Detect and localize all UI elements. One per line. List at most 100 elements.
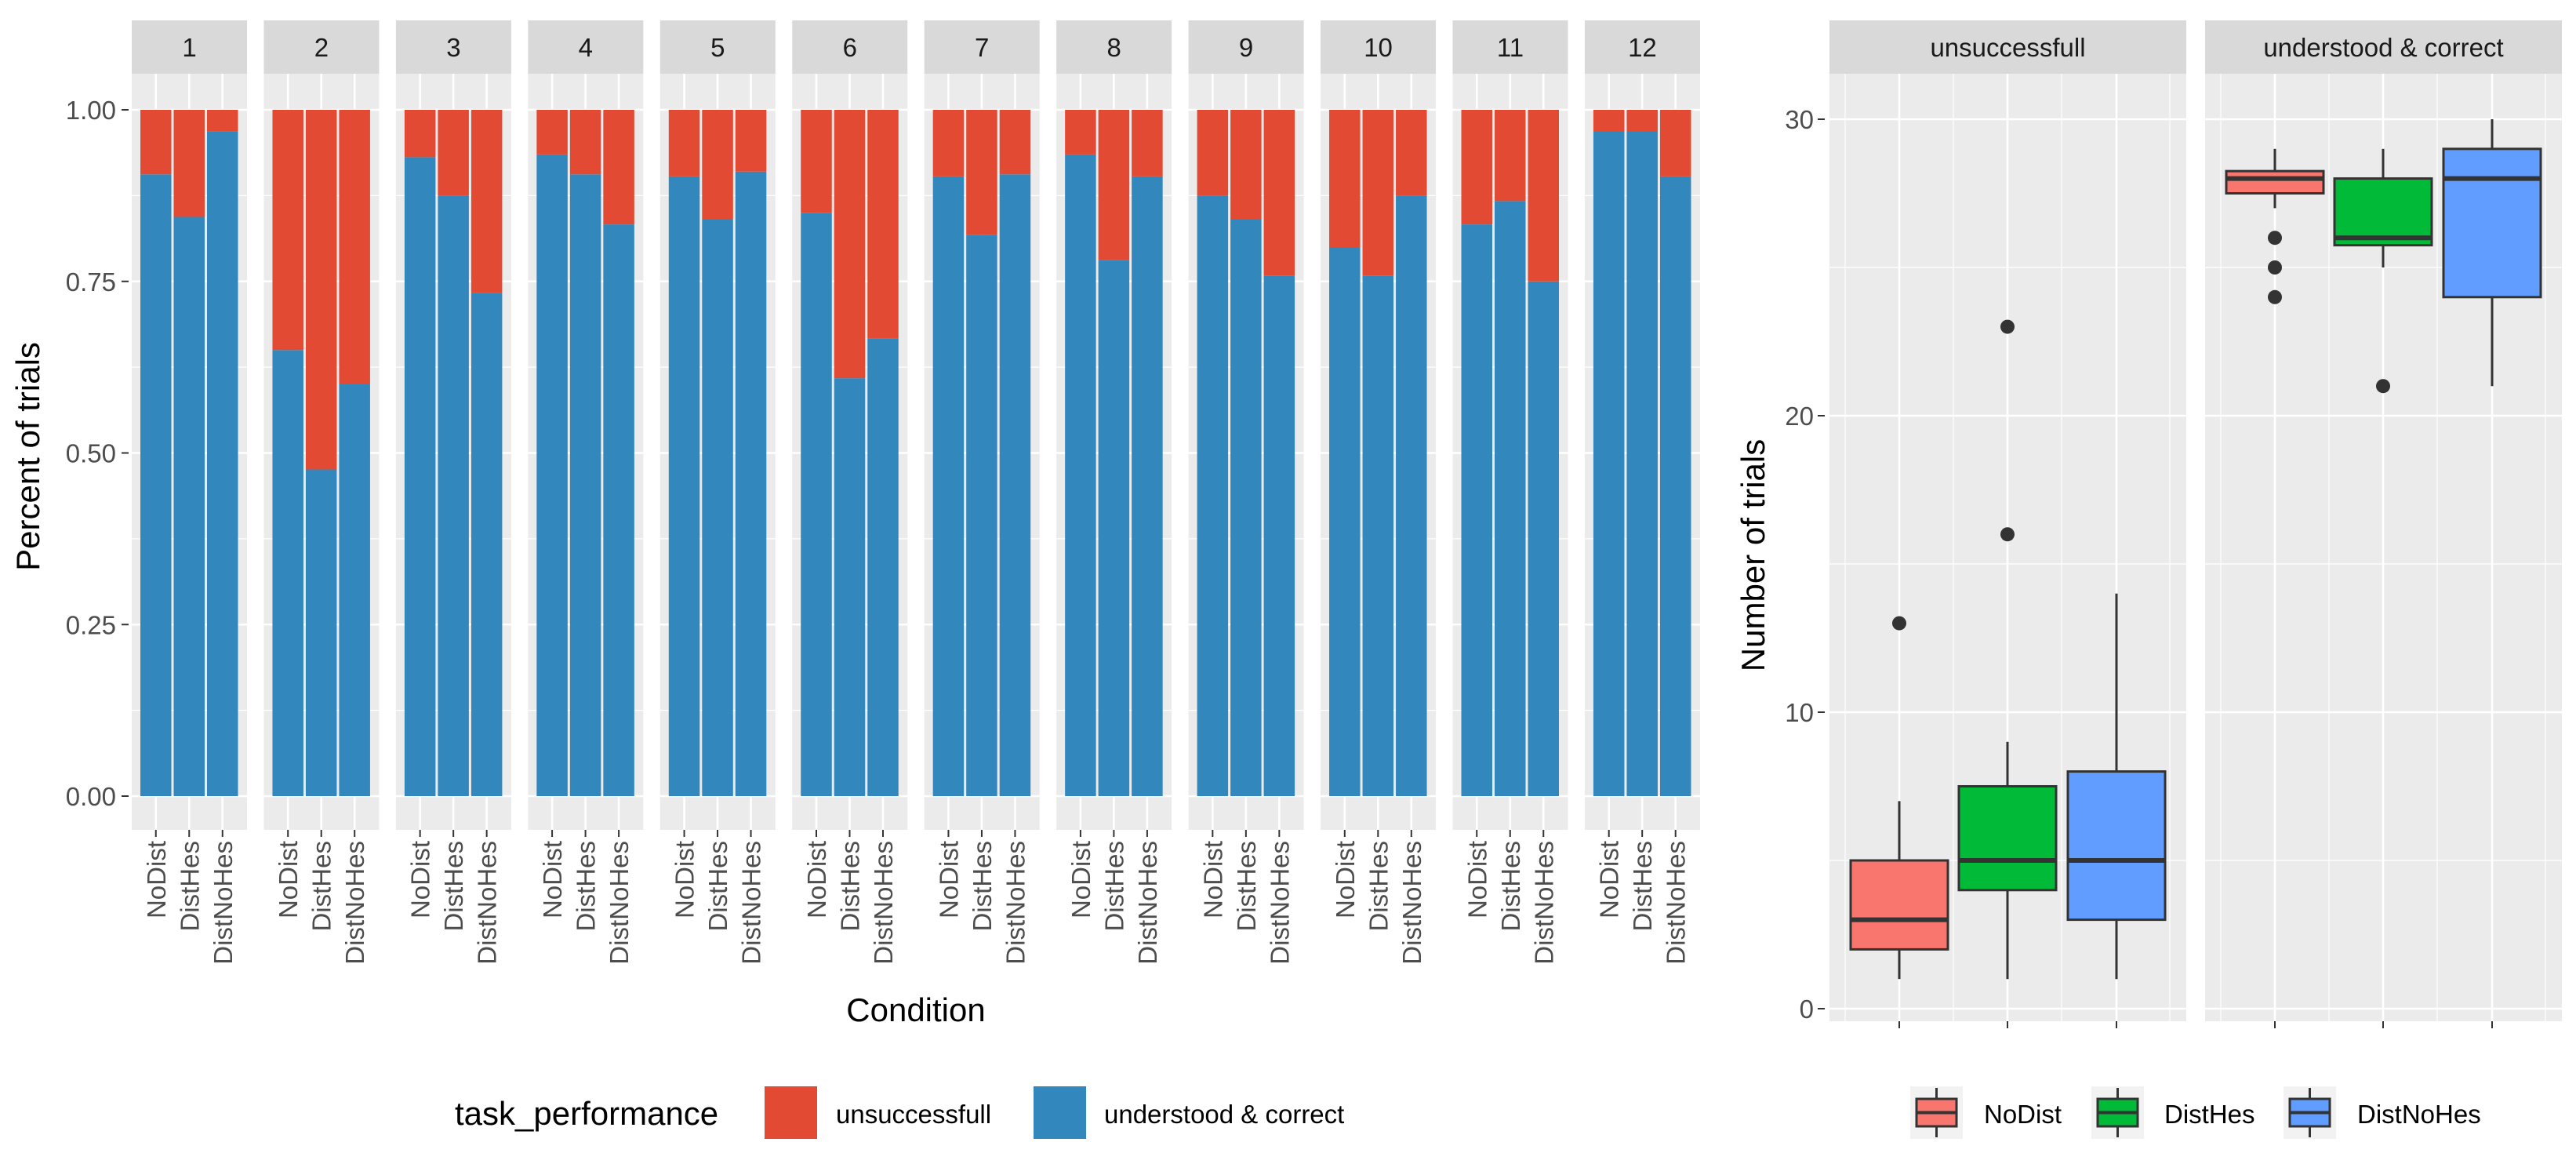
- bar-understood-correct: [173, 216, 205, 796]
- outlier-point: [2268, 231, 2282, 246]
- x-tick-label: DistHes: [572, 841, 601, 932]
- bar-understood-correct: [272, 350, 303, 796]
- x-tick-label: DistHes: [307, 841, 336, 932]
- x-tick-label: DistHes: [1628, 841, 1657, 932]
- y-tick-label: 1.00: [66, 96, 116, 125]
- box-iqr: [1957, 785, 2058, 892]
- x-tick-label: DistHes: [703, 841, 732, 932]
- outlier-point: [1892, 616, 1906, 631]
- bar-understood-correct: [1263, 275, 1295, 796]
- bar-understood-correct: [1626, 132, 1658, 796]
- legend-label: unsuccessfull: [836, 1100, 991, 1129]
- legend-key: [1910, 1086, 1963, 1139]
- x-axis-title: Condition: [846, 991, 985, 1028]
- bar-unsuccessfull: [1132, 110, 1163, 176]
- bar-unsuccessfull: [471, 110, 503, 293]
- bar-understood-correct: [1197, 195, 1229, 796]
- legend-key: [2091, 1086, 2144, 1139]
- bar-understood-correct: [339, 384, 370, 796]
- x-tick-label: DistHes: [1232, 841, 1261, 932]
- facet-strip: [263, 20, 380, 74]
- bar-understood-correct: [471, 293, 503, 796]
- bar-understood-correct: [668, 176, 700, 796]
- box-iqr: [2442, 147, 2542, 299]
- bar-understood-correct: [1230, 220, 1262, 796]
- bar-unsuccessfull: [932, 110, 965, 176]
- bar-unsuccessfull: [1495, 110, 1526, 202]
- box-distnohes: [2066, 593, 2167, 980]
- y-tick-label: 0.50: [66, 439, 116, 468]
- bar-understood-correct: [1461, 224, 1492, 796]
- legend-label: DistHes: [2164, 1100, 2255, 1129]
- bar-understood-correct: [1329, 247, 1361, 796]
- facet-unsuccessfull: unsuccessfull: [1829, 20, 2186, 1028]
- bar-unsuccessfull: [569, 110, 601, 175]
- y-tick-label: 0.00: [66, 782, 116, 811]
- box-plot-chart: 0 10 20 30 unsuccessfull understood & correct…: [1735, 20, 2562, 1139]
- facet-strip: [2205, 20, 2562, 74]
- x-tick-label: DistNoHes: [1265, 841, 1294, 965]
- facet-strip-label: 2: [314, 33, 329, 62]
- bar-understood-correct: [966, 235, 997, 796]
- bar-unsuccessfull: [1362, 110, 1394, 276]
- box-iqr: [1849, 859, 1949, 951]
- facet-strip-label: 5: [710, 33, 725, 62]
- bar-understood-correct: [834, 378, 866, 796]
- bar-unsuccessfull: [1329, 110, 1361, 247]
- bar-unsuccessfull: [1396, 110, 1427, 196]
- x-tick-label: NoDist: [538, 841, 567, 918]
- x-tick-label: NoDist: [802, 841, 831, 918]
- facet-participant-2: 2 NoDist DistHes DistNoHes: [263, 20, 380, 965]
- bar-unsuccessfull: [140, 110, 172, 175]
- facet-strip-label: 8: [1106, 33, 1121, 62]
- bar-unsuccessfull: [1098, 110, 1130, 260]
- facet-strip: [132, 20, 247, 74]
- box-iqr: [2066, 770, 2167, 922]
- outlier-point: [2376, 379, 2390, 394]
- y-axis-title: Percent of trials: [9, 342, 46, 571]
- facet-strip-label: 12: [1628, 33, 1657, 62]
- outlier-point: [2268, 289, 2282, 304]
- bar-unsuccessfull: [1263, 110, 1295, 276]
- facet-strip-label: 10: [1364, 33, 1393, 62]
- bar-unsuccessfull: [1065, 110, 1096, 155]
- x-tick-label: NoDist: [934, 841, 963, 918]
- bar-unsuccessfull: [1461, 110, 1492, 225]
- x-tick-label: NoDist: [142, 841, 171, 918]
- bar-understood-correct: [1065, 154, 1096, 796]
- bar-understood-correct: [999, 174, 1031, 796]
- box-disthes: [2333, 148, 2433, 394]
- x-tick-label: DistHes: [1364, 841, 1393, 932]
- facet-strip: [528, 20, 644, 74]
- bar-understood-correct: [207, 131, 238, 796]
- facet-strip-label: 1: [182, 33, 196, 62]
- x-tick-label: DistNoHes: [605, 841, 634, 965]
- legend-label: NoDist: [1984, 1100, 2062, 1129]
- bar-unsuccessfull: [999, 110, 1031, 175]
- bar-unsuccessfull: [1528, 110, 1559, 282]
- y-tick-label: 10: [1785, 698, 1814, 727]
- facet-strip: [1584, 20, 1700, 74]
- bar-understood-correct: [140, 174, 172, 796]
- y-tick-label: 20: [1785, 402, 1814, 431]
- facet-participant-8: 8 NoDist DistHes DistNoHes: [1056, 20, 1172, 965]
- bar-unsuccessfull: [305, 110, 337, 470]
- bar-unsuccessfull: [207, 110, 238, 132]
- box-disthes: [1957, 319, 2058, 980]
- x-tick-label: DistHes: [439, 841, 468, 932]
- bar-understood-correct: [569, 174, 601, 796]
- y-tick-label: 0.75: [66, 267, 116, 296]
- x-tick-label: DistHes: [1099, 841, 1128, 932]
- facet-participant-1: 1 NoDist DistHes DistNoHes: [132, 20, 247, 965]
- legend-task-performance: task_performance unsuccessfull understood…: [455, 1086, 1344, 1139]
- x-tick-label: NoDist: [1595, 841, 1624, 918]
- facet-strip-label: unsuccessfull: [1930, 33, 2085, 62]
- legend-key: [1034, 1086, 1086, 1139]
- facet-strip-label: 4: [579, 33, 593, 62]
- bar-understood-correct: [1396, 195, 1427, 796]
- x-tick-label: DistNoHes: [209, 841, 238, 965]
- bar-unsuccessfull: [1626, 110, 1658, 132]
- facet-participant-4: 4 NoDist DistHes DistNoHes: [528, 20, 644, 965]
